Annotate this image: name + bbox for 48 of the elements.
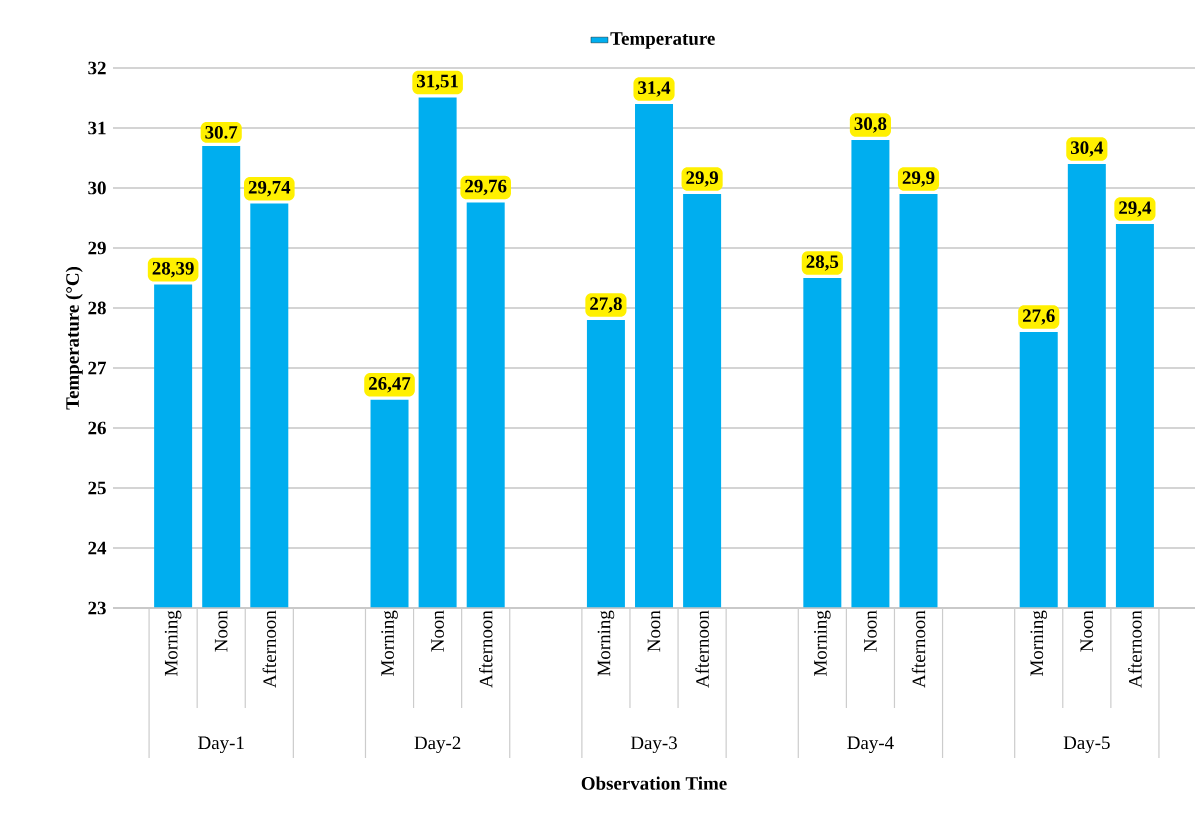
data-label: 29,9 [686,171,718,187]
y-tick-label: 31 [88,121,106,135]
data-label: 28,5 [806,255,839,271]
data-label: 27,8 [590,297,622,313]
x-axis-title: Observation Time [581,776,727,790]
data-label: 29,74 [248,180,291,197]
data-label: 29,9 [902,171,935,187]
y-tick-label: 24 [88,541,107,555]
y-tick-label: 32 [88,61,106,75]
data-label: 26,47 [369,377,411,393]
data-label: 30,8 [854,117,887,133]
x-tick-label: Afternoon [478,610,493,688]
data-label: 30.7 [205,125,238,139]
text: Day-5 [1063,736,1110,753]
x-tick-label: Morning [164,610,182,676]
data-label: 31,51 [417,74,458,91]
y-axis-title: Temperature (°C) [65,266,83,410]
text: Day-1 [198,736,244,754]
legend-label: Temperature [610,32,715,49]
x-tick-label: Morning [1030,610,1048,676]
data-label: 30,4 [1070,141,1104,157]
x-tick-label: Morning [597,610,615,676]
x-tick-label: Morning [814,610,831,676]
text: Day-4 [847,736,894,754]
y-tick-label: 26 [88,421,106,435]
y-tick-label: 23 [88,601,106,615]
text: Day-2 [414,736,461,754]
text: Day-3 [630,736,677,754]
x-tick-label: Noon [647,610,661,652]
x-tick-label: Noon [1080,610,1094,652]
x-tick-label: Afternoon [695,610,709,688]
data-label: 29,4 [1119,201,1152,217]
y-tick-label: 27 [88,361,107,375]
data-label: 29,76 [465,179,507,196]
x-tick-label: Noon [214,610,228,652]
x-tick-label: Noon [864,610,877,652]
y-tick-label: 29 [88,241,106,255]
x-tick-label: Morning [381,610,398,676]
y-tick-label: 25 [88,481,106,495]
data-label: 27,6 [1022,309,1055,325]
x-tick-label: Afternoon [262,610,277,688]
y-tick-label: 30 [88,181,106,195]
x-tick-label: Afternoon [911,610,926,688]
x-tick-label: Afternoon [1128,610,1142,688]
data-label: 28,39 [152,261,194,278]
data-label: 31,4 [638,81,671,97]
y-tick-label: 28 [88,301,106,315]
x-tick-label: Noon [431,610,444,652]
